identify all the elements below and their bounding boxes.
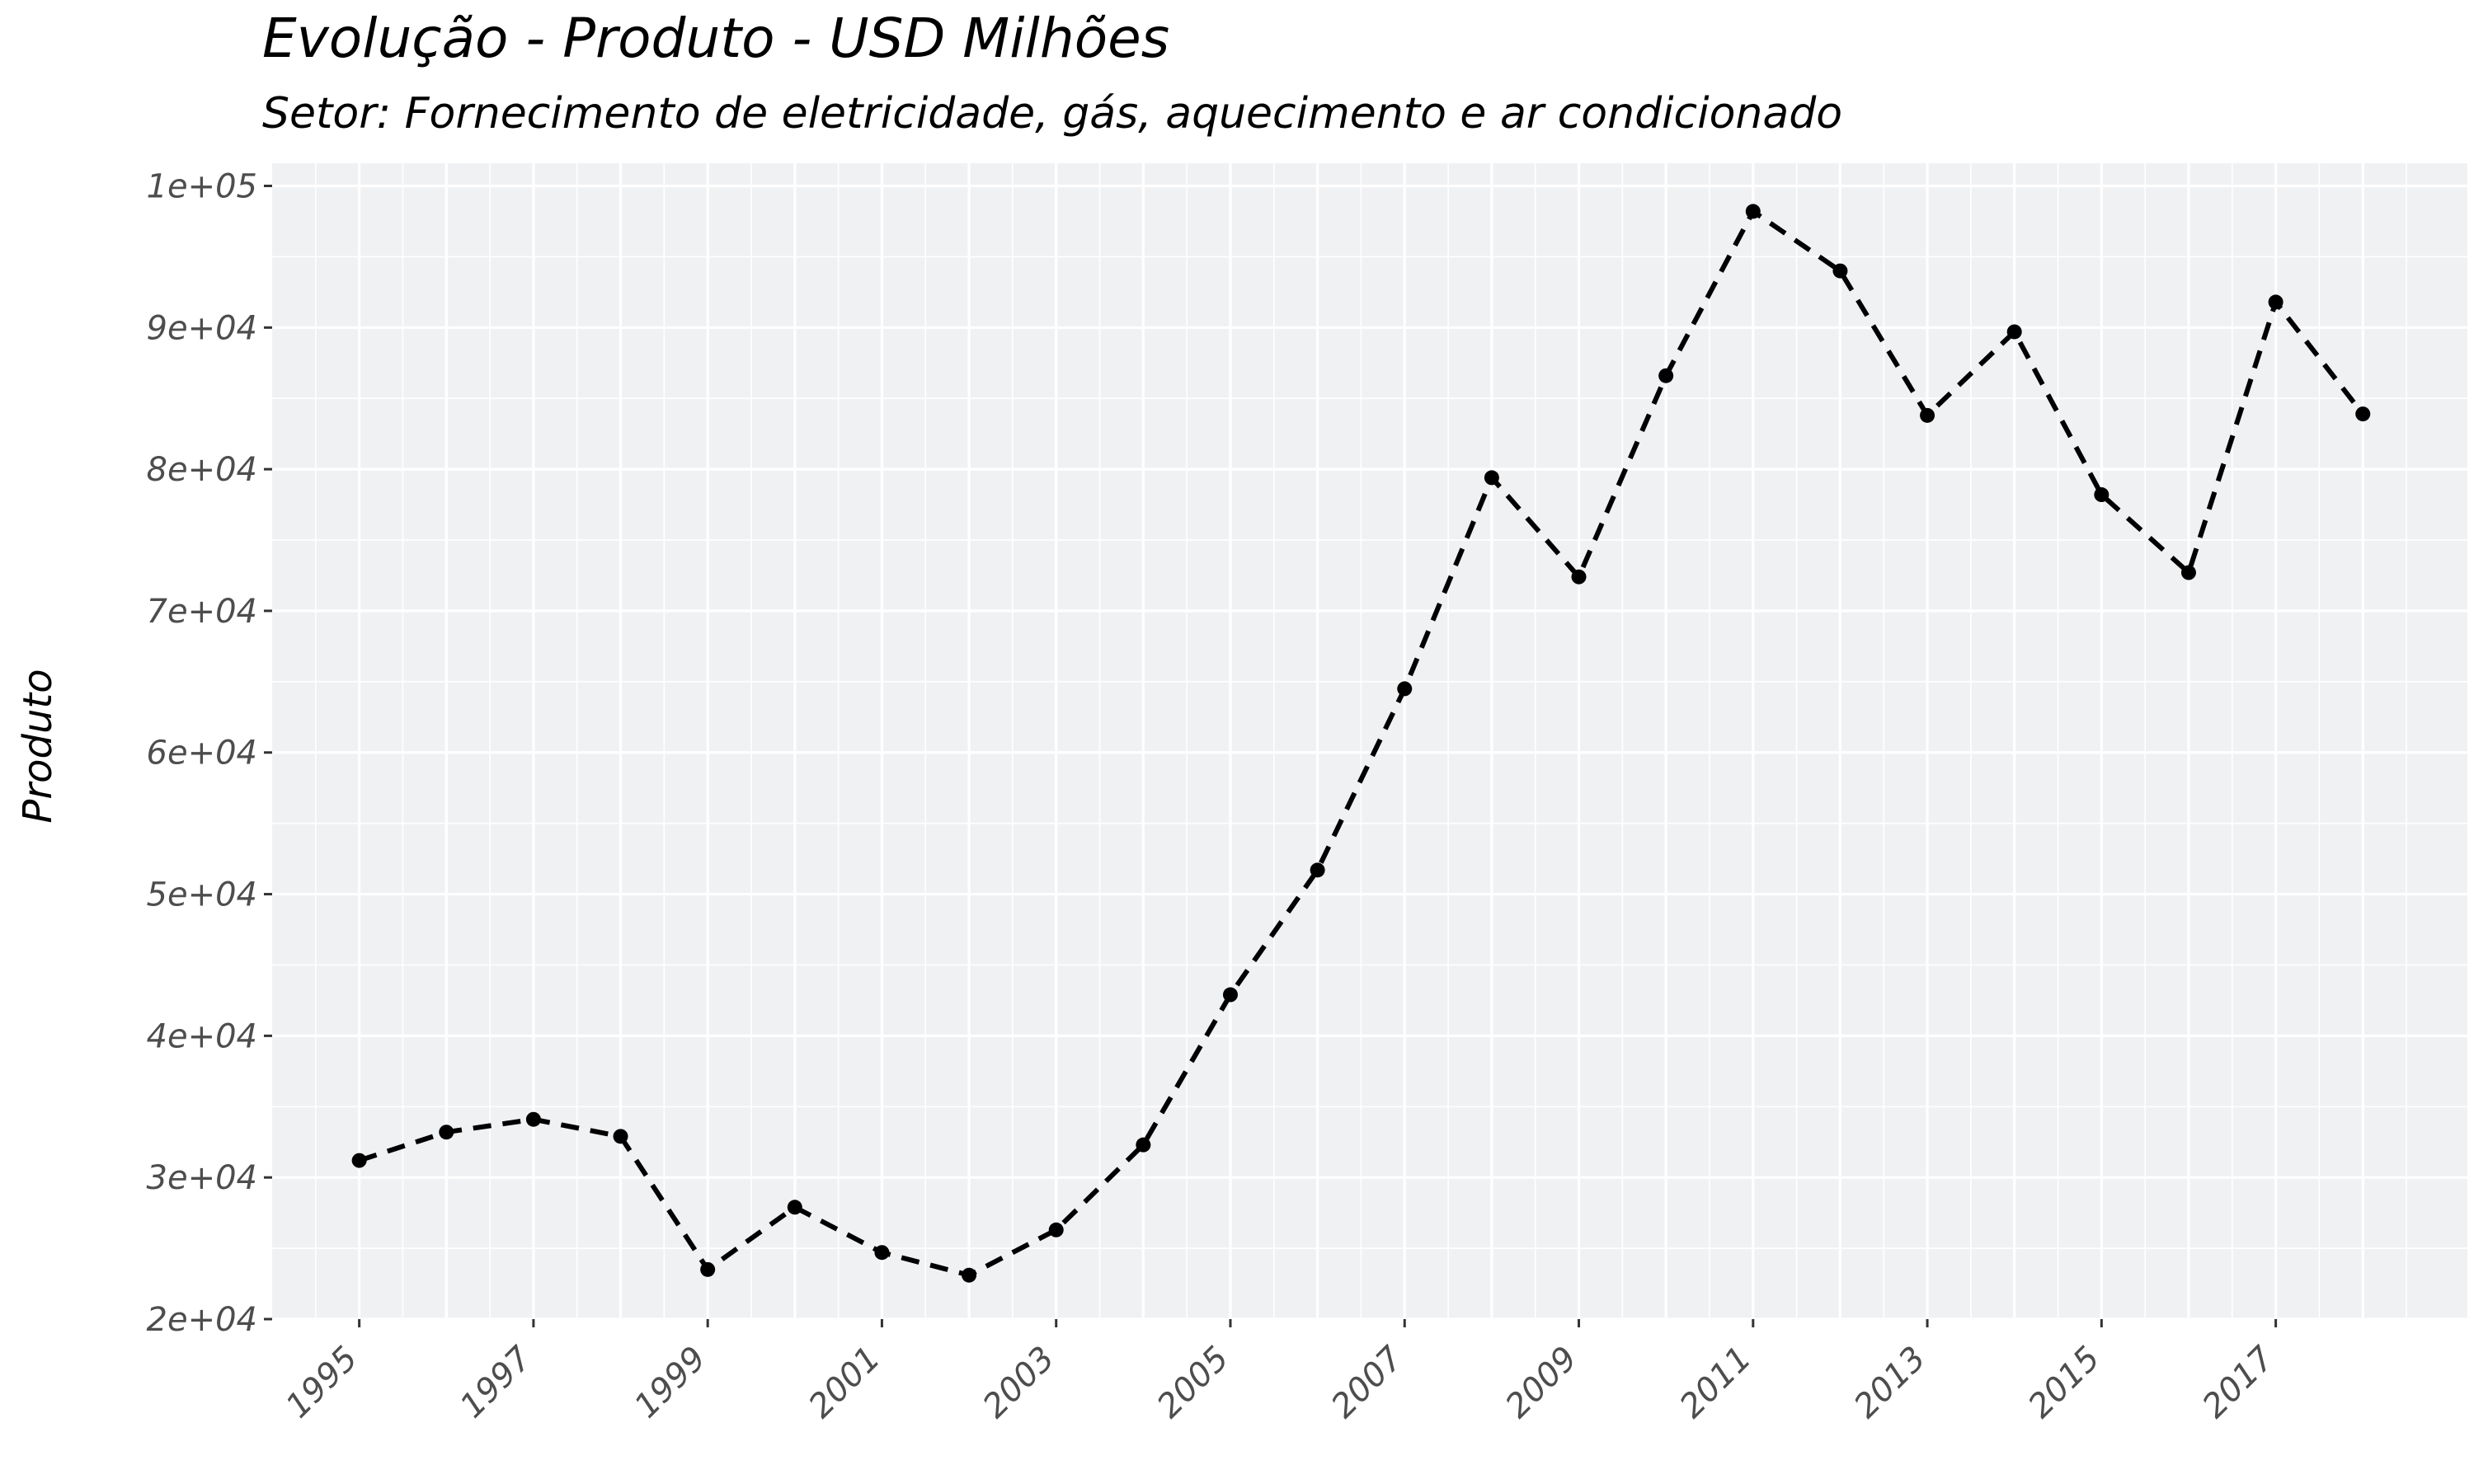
y-tick-label: 2e+04 bbox=[147, 1301, 257, 1339]
data-point bbox=[1571, 569, 1587, 585]
x-tick-label: 2011 bbox=[1672, 1340, 1759, 1426]
x-tick-label: 2003 bbox=[976, 1340, 1062, 1426]
y-tick-label: 9e+04 bbox=[147, 309, 257, 347]
data-points bbox=[351, 204, 2371, 1283]
data-point bbox=[613, 1129, 628, 1144]
data-point bbox=[2180, 565, 2196, 580]
x-tick-label: 2001 bbox=[802, 1340, 888, 1426]
y-tick-label: 5e+04 bbox=[147, 876, 257, 914]
data-point bbox=[439, 1125, 454, 1140]
y-tick-label: 1e+05 bbox=[147, 167, 257, 205]
x-tick-label: 2005 bbox=[1150, 1340, 1237, 1426]
data-point bbox=[1920, 407, 1935, 423]
data-point bbox=[700, 1261, 716, 1277]
data-point bbox=[351, 1153, 367, 1168]
y-axis-ticks: 2e+04 3e+04 4e+04 5e+04 6e+04 7e+04 8e+04 9e+04… bbox=[147, 167, 272, 1339]
x-tick-label: 2013 bbox=[1847, 1340, 1934, 1426]
x-tick-label: 1999 bbox=[628, 1340, 714, 1426]
chart-title: Evolução - Produto - USD Milhões bbox=[262, 7, 1170, 70]
y-axis-label: Produto bbox=[15, 669, 61, 823]
x-tick-label: 2009 bbox=[1498, 1340, 1585, 1426]
y-tick-label: 8e+04 bbox=[147, 451, 257, 489]
data-point bbox=[1136, 1137, 1151, 1153]
y-tick-label: 6e+04 bbox=[147, 735, 257, 773]
data-point bbox=[1048, 1222, 1064, 1237]
y-tick-label: 4e+04 bbox=[147, 1017, 257, 1055]
data-point bbox=[787, 1200, 802, 1215]
data-point bbox=[962, 1267, 977, 1283]
x-tick-label: 2015 bbox=[2021, 1340, 2108, 1426]
data-point bbox=[1310, 862, 1325, 878]
x-tick-label: 1997 bbox=[453, 1339, 539, 1425]
data-point bbox=[525, 1111, 541, 1127]
data-point bbox=[1745, 204, 1761, 219]
chart-subtitle: Setor: Fornecimento de eletricidade, gás… bbox=[262, 89, 1843, 139]
x-axis-ticks: 1995 1997 1999 2001 2003 2005 2007 2009 2011 2013… bbox=[279, 1319, 2282, 1425]
series-line bbox=[358, 208, 2365, 1278]
data-point bbox=[2006, 324, 2022, 340]
plot-panel bbox=[272, 163, 2467, 1319]
x-tick-label: 2007 bbox=[1324, 1339, 1411, 1425]
data-point bbox=[2268, 294, 2284, 310]
data-point bbox=[1484, 470, 1499, 486]
y-tick-label: 3e+04 bbox=[147, 1159, 257, 1197]
data-point bbox=[2355, 406, 2371, 422]
data-point bbox=[1832, 263, 1848, 279]
y-tick-label: 7e+04 bbox=[147, 593, 257, 631]
data-point bbox=[1658, 368, 1674, 383]
x-tick-label: 1995 bbox=[279, 1340, 365, 1426]
x-tick-label: 2017 bbox=[2195, 1339, 2282, 1425]
data-point bbox=[874, 1245, 890, 1261]
data-point bbox=[1222, 987, 1238, 1003]
data-point bbox=[2094, 487, 2109, 503]
data-point bbox=[1397, 681, 1413, 697]
